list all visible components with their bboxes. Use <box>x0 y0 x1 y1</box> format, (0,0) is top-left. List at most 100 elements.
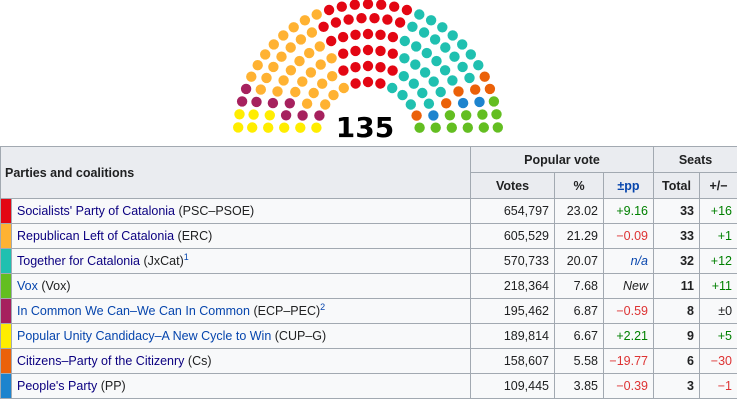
votes-cell: 605,529 <box>470 223 555 249</box>
seat-dot <box>418 27 430 38</box>
seat-dot <box>285 42 296 53</box>
seat-dot <box>411 41 422 52</box>
percent-cell: 20.07 <box>554 248 604 274</box>
party-name-cell: People's Party (PP) <box>11 373 471 399</box>
seat-dot <box>474 96 485 108</box>
party-color-swatch <box>0 248 12 274</box>
seat-dot <box>387 82 398 94</box>
party-link[interactable]: People's Party <box>17 379 98 393</box>
party-abbreviation: (ECP–PEC) <box>253 304 321 318</box>
seat-dot <box>306 27 318 38</box>
seat-dot <box>350 78 361 89</box>
party-link[interactable]: Together for Catalonia <box>17 254 140 268</box>
seat-dot <box>429 34 441 45</box>
seat-dot <box>447 75 458 86</box>
votes-cell: 109,445 <box>470 373 555 399</box>
seat-dot <box>308 87 319 99</box>
pp-change-cell: New <box>603 273 654 299</box>
party-abbreviation: (PP) <box>100 379 126 393</box>
seats-total-header: Total <box>653 172 700 199</box>
party-color-swatch <box>0 373 12 399</box>
seat-dot <box>234 109 245 120</box>
seat-dot <box>375 78 386 89</box>
seat-dot <box>356 13 367 24</box>
seat-dot <box>430 122 441 133</box>
seat-dot <box>362 76 374 88</box>
seat-dot <box>428 110 439 121</box>
seat-dot <box>317 78 328 89</box>
seat-dot <box>330 17 342 28</box>
seat-dot <box>465 49 476 60</box>
seat-dot <box>488 96 500 107</box>
seat-dot <box>337 31 349 43</box>
pp-change-header[interactable]: ±pp <box>603 172 654 199</box>
party-link[interactable]: Popular Unity Candidacy–A New Cycle to W… <box>17 329 272 343</box>
party-abbreviation: (Cs) <box>187 354 212 368</box>
party-link[interactable]: In Common We Can–We Can In Common <box>17 304 250 318</box>
seats-change-cell: +12 <box>698 248 737 274</box>
seat-dot <box>314 41 325 52</box>
party-color-swatch <box>0 223 12 249</box>
seat-dot <box>297 76 308 87</box>
parliament-hemicycle-diagram: 135 <box>233 0 503 144</box>
seat-dot <box>350 45 361 57</box>
seat-dot <box>464 72 475 84</box>
pp-change-cell: −0.59 <box>603 298 654 324</box>
table-row: People's Party (PP) 109,445 3.85 −0.39 3… <box>0 373 737 399</box>
table-row: Vox (Vox) 218,364 7.68 New 11 +11 <box>0 273 737 299</box>
seat-dot <box>407 21 418 32</box>
seat-dot <box>338 65 349 76</box>
seat-dot <box>278 75 289 86</box>
seats-total-cell: 11 <box>653 273 700 299</box>
seat-dot <box>375 29 386 40</box>
seat-dot <box>251 96 262 108</box>
party-abbreviation: (PSC–PSOE) <box>178 204 255 218</box>
seats-change-cell: −1 <box>698 373 737 399</box>
seat-dot <box>268 39 279 50</box>
table-row: In Common We Can–We Can In Common (ECP–P… <box>0 298 737 324</box>
seat-dot <box>338 82 349 94</box>
seat-dot <box>295 34 307 45</box>
votes-cell: 158,607 <box>470 348 555 374</box>
seat-dot <box>343 14 354 25</box>
party-name-cell: Popular Unity Candidacy–A New Cycle to W… <box>11 323 471 349</box>
seat-dot <box>397 89 408 101</box>
seat-dot <box>362 60 374 72</box>
seat-dot <box>260 49 271 60</box>
election-results-table: Parties and coalitions Popular vote Seat… <box>0 146 737 399</box>
footnote-ref[interactable]: 2 <box>320 302 326 312</box>
total-seats-label: 135 <box>336 111 394 144</box>
seat-dot <box>261 72 272 84</box>
seat-dot <box>414 9 425 20</box>
table-row: Citizens–Party of the Citizenry (Cs) 158… <box>0 348 737 374</box>
party-link[interactable]: Republican Left of Catalonia <box>17 229 175 243</box>
percent-header: % <box>554 172 604 199</box>
seats-total-cell: 9 <box>653 323 700 349</box>
seat-dot <box>479 71 490 82</box>
party-link[interactable]: Socialists' Party of Catalonia <box>17 204 176 218</box>
parties-column-header: Parties and coalitions <box>0 146 471 199</box>
party-name-cell: Socialists' Party of Catalonia (PSC–PSOE… <box>11 198 471 224</box>
party-link[interactable]: Citizens–Party of the Citizenry <box>17 354 185 368</box>
seat-dot <box>267 97 279 109</box>
seat-dot <box>399 53 410 64</box>
percent-cell: 21.29 <box>554 223 604 249</box>
seat-dot <box>285 65 297 76</box>
footnote-ref[interactable]: 1 <box>183 252 189 262</box>
party-name-cell: Citizens–Party of the Citizenry (Cs) <box>11 348 471 374</box>
seat-dot <box>297 110 308 121</box>
seat-dot <box>478 122 489 133</box>
seat-dot <box>461 110 472 121</box>
table-row: Together for Catalonia (JxCat)1 570,733 … <box>0 248 737 274</box>
seat-dot <box>389 1 400 12</box>
seat-dot <box>240 83 252 95</box>
party-abbreviation: (CUP–G) <box>274 329 327 343</box>
seat-dot <box>419 67 431 78</box>
party-abbreviation: (ERC) <box>177 229 213 243</box>
party-link[interactable]: Vox <box>17 279 38 293</box>
seat-dot <box>473 59 484 71</box>
seat-dot <box>318 21 329 32</box>
seat-dot <box>421 47 432 59</box>
seat-dot <box>301 98 313 109</box>
percent-cell: 6.67 <box>554 323 604 349</box>
